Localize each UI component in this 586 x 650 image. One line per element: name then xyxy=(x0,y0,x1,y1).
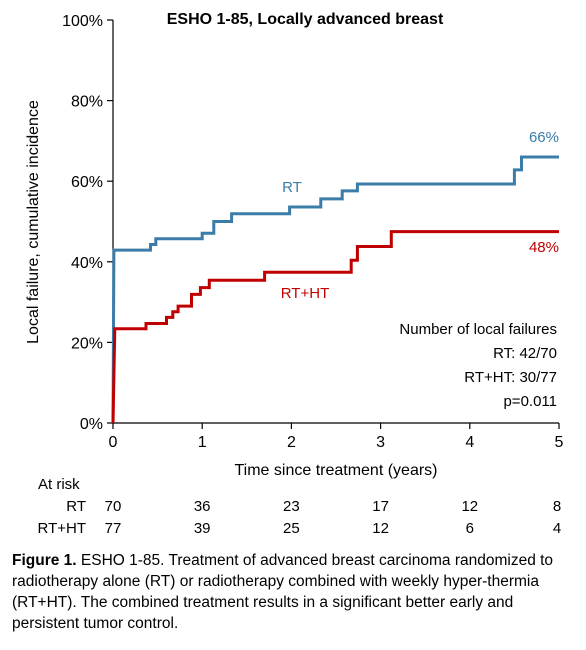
at-risk-value: 70 xyxy=(104,498,122,515)
at-risk-row: RT+HT 77 39 25 12 6 4 xyxy=(0,520,586,540)
y-axis-label: Local failure, cumulative incidence xyxy=(25,100,42,344)
at-risk-value: 17 xyxy=(372,498,389,515)
y-tick-label: 100% xyxy=(62,13,103,30)
annotation-rt: RT: 42/70 xyxy=(493,345,557,362)
annotation-title: Number of local failures xyxy=(399,321,557,338)
rt-series-label: RT xyxy=(282,179,302,196)
annotation-pvalue: p=0.011 xyxy=(503,393,557,410)
x-tick-label: 1 xyxy=(198,434,207,451)
at-risk-value: 77 xyxy=(104,520,122,537)
series-line-rt-ht xyxy=(111,230,559,424)
caption-label: Figure 1. xyxy=(12,552,77,569)
at-risk-value: 6 xyxy=(465,520,474,537)
at-risk-header: At risk xyxy=(38,476,80,493)
y-tick-label: 0% xyxy=(80,416,103,433)
y-tick-label: 60% xyxy=(71,174,103,191)
at-risk-value: 12 xyxy=(461,498,479,515)
at-risk-value: 4 xyxy=(552,520,562,537)
failures-annotation: Number of local failures RT: 42/70 RT+HT… xyxy=(399,321,557,410)
y-axis: 0% 20% 40% 60% 80% 100% xyxy=(62,13,114,433)
y-tick-label: 40% xyxy=(71,255,103,272)
at-risk-row-label: RT xyxy=(66,498,86,515)
x-tick-label: 5 xyxy=(555,434,564,451)
x-tick-label: 4 xyxy=(465,434,474,451)
x-tick-label: 2 xyxy=(287,434,296,451)
at-risk-value: 8 xyxy=(552,498,562,515)
chart-title: ESHO 1-85, Locally advanced breast xyxy=(167,11,444,28)
annotation-rtht: RT+HT: 30/77 xyxy=(464,369,557,386)
series-line-rt xyxy=(111,155,559,424)
at-risk-value: 39 xyxy=(193,520,211,537)
rt-end-label: 66% xyxy=(529,129,559,146)
y-tick-label: 80% xyxy=(71,94,103,111)
rtht-end-label: 48% xyxy=(529,239,559,256)
x-tick-label: 0 xyxy=(109,434,118,451)
y-tick-label: 20% xyxy=(71,335,103,352)
at-risk-value: 36 xyxy=(193,498,211,515)
rtht-series-label: RT+HT xyxy=(281,285,329,302)
at-risk-value: 25 xyxy=(283,520,300,537)
at-risk-value: 23 xyxy=(283,498,300,515)
series-lines xyxy=(111,155,559,424)
figure-caption: Figure 1. ESHO 1-85. Treatment of advanc… xyxy=(12,550,578,634)
at-risk-value: 12 xyxy=(372,520,389,537)
x-tick-label: 3 xyxy=(376,434,385,451)
x-axis: 0 1 2 3 4 5 xyxy=(109,422,564,451)
caption-text: ESHO 1-85. Treatment of advanced breast … xyxy=(12,552,554,632)
x-axis-label: Time since treatment (years) xyxy=(234,462,437,479)
at-risk-row-label: RT+HT xyxy=(37,520,86,537)
km-chart: ESHO 1-85, Locally advanced breast 0%20%… xyxy=(25,11,564,479)
at-risk-row: RT 70 36 23 17 12 8 xyxy=(0,498,586,518)
